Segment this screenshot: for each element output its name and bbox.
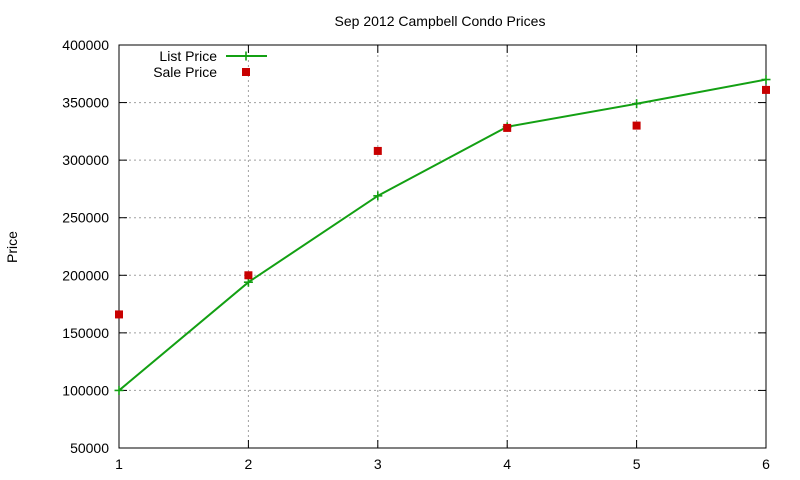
series-sale-price (115, 85, 770, 319)
legend-marker-list-price (241, 51, 251, 61)
list-price-point (114, 385, 124, 395)
y-tick-label: 100000 (62, 382, 109, 398)
y-tick-label: 300000 (62, 152, 109, 168)
x-axis-ticks: 1 2 3 4 5 6 (115, 45, 770, 472)
y-tick-label: 200000 (62, 267, 109, 283)
sale-price-point (762, 85, 770, 94)
series-list-price (114, 75, 771, 395)
sale-price-point (244, 271, 253, 280)
chart-title: Sep 2012 Campbell Condo Prices (335, 13, 546, 29)
list-price-point (373, 191, 383, 201)
sale-price-point (373, 146, 382, 155)
y-tick-label: 350000 (62, 95, 109, 111)
y-tick-label: 400000 (62, 37, 109, 53)
y-tick-label: 250000 (62, 210, 109, 226)
chart-grid (119, 45, 766, 448)
legend-label-sale-price: Sale Price (153, 64, 217, 80)
x-tick-label: 3 (374, 456, 382, 472)
list-price-point (632, 99, 642, 109)
legend-label-list-price: List Price (159, 48, 217, 64)
plot-frame (118, 44, 767, 449)
y-tick-label: 150000 (62, 325, 109, 341)
x-tick-label: 2 (245, 456, 253, 472)
y-axis-ticks: 50000 100000 150000 200000 250000 300000 35000… (62, 37, 766, 456)
x-tick-label: 6 (762, 456, 770, 472)
y-axis-label: Price (4, 231, 20, 263)
sale-price-point (115, 310, 123, 319)
legend-marker-sale-price (242, 68, 250, 76)
sale-price-point (503, 123, 512, 132)
sale-price-point (632, 121, 641, 130)
x-tick-label: 4 (503, 456, 511, 472)
list-price-point (761, 75, 771, 85)
x-tick-label: 5 (633, 456, 641, 472)
y-tick-label: 50000 (70, 440, 109, 456)
list-price-line (118, 78, 767, 392)
x-tick-label: 1 (115, 456, 123, 472)
